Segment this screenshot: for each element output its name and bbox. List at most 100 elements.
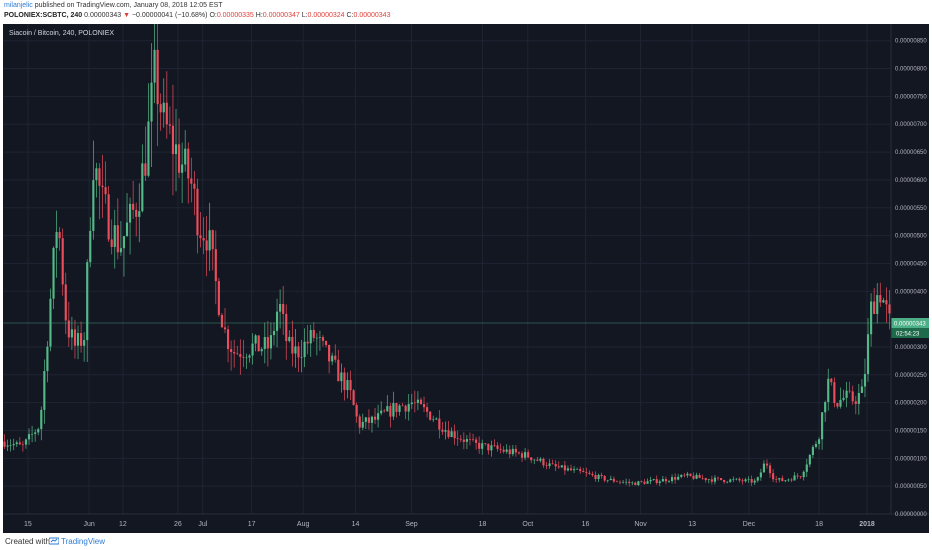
- candle-body: [775, 479, 778, 480]
- candle-body: [481, 443, 484, 449]
- candle-body: [667, 480, 671, 482]
- candle-body: [321, 337, 325, 341]
- candle-body: [609, 478, 612, 481]
- candle-body: [9, 445, 12, 446]
- candle-body: [52, 247, 55, 299]
- candle-body: [58, 232, 61, 239]
- last-price-badge: [891, 318, 929, 329]
- x-tick-label: 17: [248, 521, 256, 528]
- candle-body: [422, 404, 426, 408]
- y-tick-label: 0.00000500: [895, 234, 927, 240]
- y-tick-label: 0.00000800: [895, 67, 927, 73]
- y-tick-label: 0.00000550: [895, 206, 927, 212]
- x-tick-label: 2018: [859, 521, 875, 528]
- candle-body: [266, 337, 269, 349]
- x-tick-label: Oct: [522, 521, 533, 528]
- candle-body: [857, 392, 860, 404]
- candle-body: [621, 481, 625, 483]
- open-label: O:: [209, 12, 217, 19]
- candle-body: [505, 449, 508, 452]
- candle-body: [793, 475, 796, 481]
- candle-body: [670, 477, 674, 481]
- candle-body: [297, 346, 300, 358]
- candle-body: [214, 249, 217, 282]
- candle-body: [64, 284, 67, 321]
- candle-body: [159, 104, 162, 113]
- candle-body: [658, 481, 661, 484]
- y-tick-label: 0.00000100: [895, 456, 927, 462]
- author-link[interactable]: milanjelic: [4, 2, 33, 9]
- tradingview-link[interactable]: TradingView: [61, 537, 106, 546]
- close-label: C:: [346, 12, 354, 19]
- candle-body: [116, 225, 119, 253]
- candle-body: [196, 188, 199, 236]
- candle-body: [576, 469, 579, 470]
- candle-body: [46, 346, 49, 372]
- candle-body: [193, 183, 196, 189]
- candle-body: [707, 479, 710, 481]
- candle-body: [735, 478, 738, 480]
- candle-body: [765, 463, 769, 466]
- candle-body: [882, 300, 885, 303]
- candle-body: [230, 349, 233, 352]
- x-tick-label: Jun: [83, 521, 94, 528]
- candle-body: [132, 203, 135, 210]
- candle-body: [646, 481, 649, 484]
- candle-body: [784, 480, 787, 482]
- candle-body: [104, 187, 107, 195]
- candle-body: [141, 163, 144, 212]
- candle-body: [640, 481, 643, 482]
- candle-body: [490, 445, 493, 451]
- candle-body: [407, 404, 410, 412]
- x-axis[interactable]: 15 Jun 12 26 Jul 17 Aug 14 Sep 18 Oct 16 Nov 13 Dec 18 2…: [24, 521, 875, 528]
- candle-body: [787, 479, 790, 481]
- chart-panel[interactable]: 0.00000343 02:54:23 0.00000850 0.00000800 0…: [3, 24, 929, 533]
- candle-body: [73, 329, 77, 346]
- candle-body: [842, 397, 845, 400]
- candle-body: [110, 239, 113, 247]
- candle-body: [89, 230, 92, 263]
- candle-body: [285, 313, 288, 342]
- candle-body: [386, 405, 389, 412]
- candle-body: [156, 49, 159, 105]
- y-tick-label: 0.00000850: [895, 39, 927, 45]
- candle-body: [328, 344, 331, 362]
- candle-body: [830, 378, 833, 383]
- y-tick-label: 0.00000600: [895, 178, 927, 184]
- candle-body: [848, 390, 851, 392]
- candle-body: [585, 472, 588, 473]
- price-line: 0.00000343 02:54:23: [3, 318, 929, 339]
- candle-body: [220, 314, 224, 328]
- ohlc-line: POLONIEX:SCBTC, 240 0.00000343 ▼ −0.0000…: [4, 11, 390, 21]
- candle-body: [34, 432, 37, 434]
- candle-body: [870, 301, 873, 335]
- candle-body: [808, 454, 811, 465]
- candle-body: [560, 465, 563, 468]
- candle-body: [860, 386, 863, 393]
- candle-body: [450, 431, 453, 437]
- candle-body: [692, 475, 695, 479]
- candle-body: [202, 238, 205, 241]
- candle-body: [257, 335, 260, 352]
- y-axis[interactable]: 0.00000850 0.00000800 0.00000750 0.00000700…: [895, 39, 927, 518]
- x-tick-label: 26: [174, 521, 182, 528]
- candle-body: [683, 474, 686, 476]
- candle-body: [373, 416, 377, 420]
- candle-body: [839, 399, 842, 407]
- candle-body: [205, 240, 208, 251]
- candle-body: [695, 474, 698, 479]
- candle-body: [686, 473, 689, 476]
- candle-body: [554, 463, 557, 467]
- candle-body: [269, 335, 273, 349]
- candle-body: [254, 335, 257, 344]
- candle-body: [821, 412, 824, 440]
- y-tick-label: 0.00000400: [895, 289, 927, 295]
- candle-body: [548, 463, 551, 466]
- candle-body: [487, 443, 490, 451]
- candle-body: [438, 418, 441, 430]
- candle-body: [291, 336, 294, 354]
- candle-body: [716, 477, 720, 479]
- candle-body: [652, 479, 655, 481]
- open-value: 0.00000335: [216, 12, 254, 19]
